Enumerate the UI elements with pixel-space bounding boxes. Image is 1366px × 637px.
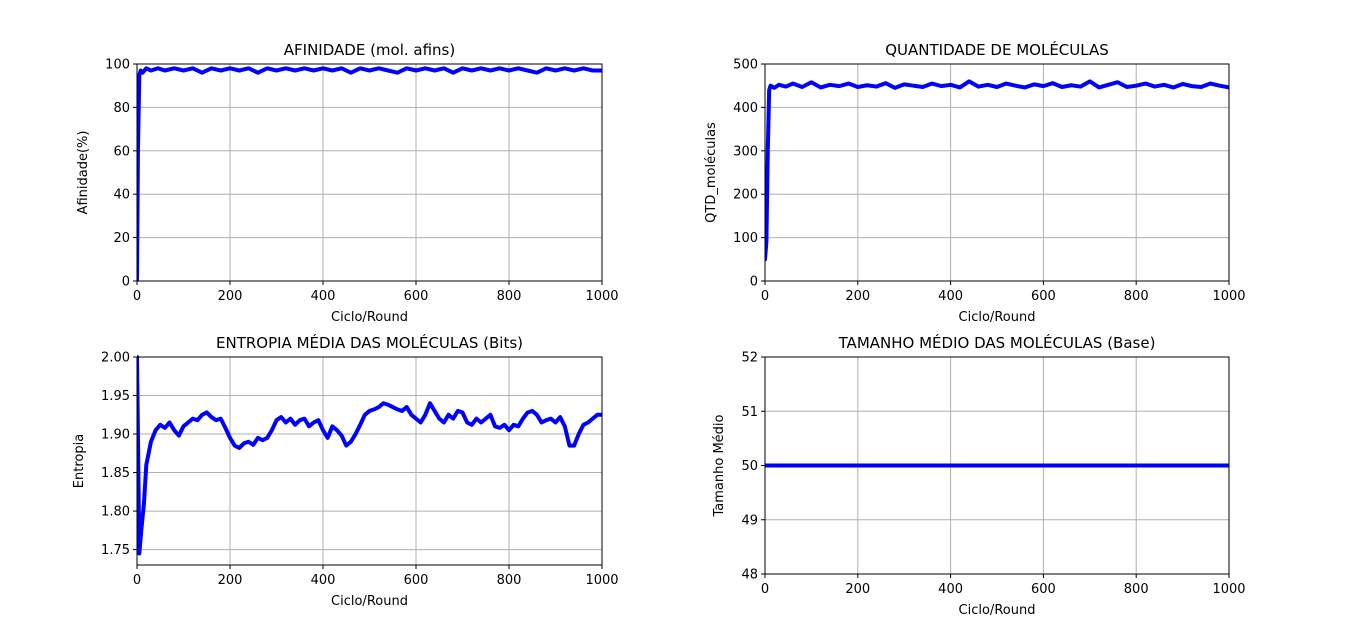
x-tick-label: 1000 bbox=[1212, 582, 1245, 597]
y-axis-label: Afinidade(%) bbox=[76, 131, 91, 215]
chart-title: ENTROPIA MÉDIA DAS MOLÉCULAS (Bits) bbox=[216, 333, 523, 352]
y-axis-label: Tamanho Médio bbox=[712, 414, 727, 517]
x-tick-label: 600 bbox=[1031, 289, 1056, 304]
x-tick-label: 800 bbox=[497, 573, 522, 588]
y-tick-label: 0 bbox=[122, 275, 130, 290]
chart-title: QUANTIDADE DE MOLÉCULAS bbox=[885, 40, 1109, 59]
y-tick-label: 1.80 bbox=[101, 505, 130, 520]
x-tick-label: 600 bbox=[1031, 582, 1056, 597]
x-tick-label: 400 bbox=[938, 289, 963, 304]
y-tick-label: 49 bbox=[741, 513, 758, 528]
x-tick-label: 400 bbox=[311, 573, 336, 588]
y-tick-label: 100 bbox=[105, 58, 130, 73]
plot-frame bbox=[136, 63, 603, 282]
chart-panel-3: 0 200 400 600 800 1000 1.75 1.80 1.85 1.90 1.95 2.0… bbox=[72, 333, 619, 609]
x-axis-label: Ciclo/Round bbox=[959, 310, 1036, 325]
chart-panel-2: 0 200 400 600 800 1000 0 100 200 300 400 500 QUANTID… bbox=[704, 40, 1246, 325]
y-axis-label: QTD_moléculas bbox=[704, 122, 719, 223]
x-tick-label: 1000 bbox=[585, 573, 618, 588]
x-tick-label: 0 bbox=[761, 289, 769, 304]
y-tick-label: 400 bbox=[733, 101, 758, 116]
x-tick-label: 1000 bbox=[585, 289, 618, 304]
y-tick-label: 48 bbox=[741, 568, 758, 583]
y-tick-label: 200 bbox=[733, 188, 758, 203]
y-tick-label: 2.00 bbox=[101, 351, 130, 366]
x-tick-label: 400 bbox=[938, 582, 963, 597]
x-tick-label: 800 bbox=[1124, 289, 1149, 304]
x-axis-label: Ciclo/Round bbox=[331, 310, 408, 325]
y-tick-label: 51 bbox=[741, 405, 758, 420]
y-tick-label: 20 bbox=[113, 231, 130, 246]
x-tick-label: 1000 bbox=[1212, 289, 1245, 304]
y-tick-label: 1.95 bbox=[101, 389, 130, 404]
y-tick-label: 1.90 bbox=[101, 428, 130, 443]
x-tick-label: 600 bbox=[404, 573, 429, 588]
x-tick-label: 200 bbox=[845, 582, 870, 597]
y-tick-label: 100 bbox=[733, 231, 758, 246]
x-tick-label: 200 bbox=[845, 289, 870, 304]
series-line bbox=[137, 355, 602, 556]
y-tick-label: 80 bbox=[113, 101, 130, 116]
x-tick-label: 200 bbox=[218, 573, 243, 588]
y-tick-label: 300 bbox=[733, 144, 758, 159]
y-tick-label: 40 bbox=[113, 188, 130, 203]
series-line bbox=[137, 66, 602, 281]
y-axis-label: Entropia bbox=[72, 434, 87, 488]
y-tick-label: 1.85 bbox=[101, 466, 130, 481]
y-tick-label: 500 bbox=[733, 58, 758, 73]
y-tick-label: 0 bbox=[750, 275, 758, 290]
x-tick-label: 0 bbox=[133, 289, 141, 304]
y-tick-label: 52 bbox=[741, 351, 758, 366]
x-tick-label: 400 bbox=[311, 289, 336, 304]
series-line bbox=[765, 79, 1229, 262]
x-tick-label: 0 bbox=[133, 573, 141, 588]
chart-title: TAMANHO MÉDIO DAS MOLÉCULAS (Base) bbox=[838, 333, 1156, 352]
plot-frame bbox=[764, 63, 1230, 282]
y-tick-label: 1.75 bbox=[101, 543, 130, 558]
chart-panel-1: 0 200 400 600 800 1000 0 20 40 60 80 100 AFINIDADE (… bbox=[76, 41, 619, 325]
x-axis-label: Ciclo/Round bbox=[959, 603, 1036, 618]
chart-title: AFINIDADE (mol. afins) bbox=[284, 41, 455, 59]
y-tick-label: 60 bbox=[113, 144, 130, 159]
plot-frame bbox=[136, 356, 603, 566]
x-tick-label: 600 bbox=[404, 289, 429, 304]
x-tick-label: 800 bbox=[497, 289, 522, 304]
x-tick-label: 0 bbox=[761, 582, 769, 597]
x-tick-label: 200 bbox=[218, 289, 243, 304]
x-axis-label: Ciclo/Round bbox=[331, 594, 408, 609]
x-tick-label: 800 bbox=[1124, 582, 1149, 597]
y-tick-label: 50 bbox=[741, 459, 758, 474]
chart-panel-4: 0 200 400 600 800 1000 48 49 50 51 52 TAMANHO MÉDIO… bbox=[712, 333, 1246, 618]
